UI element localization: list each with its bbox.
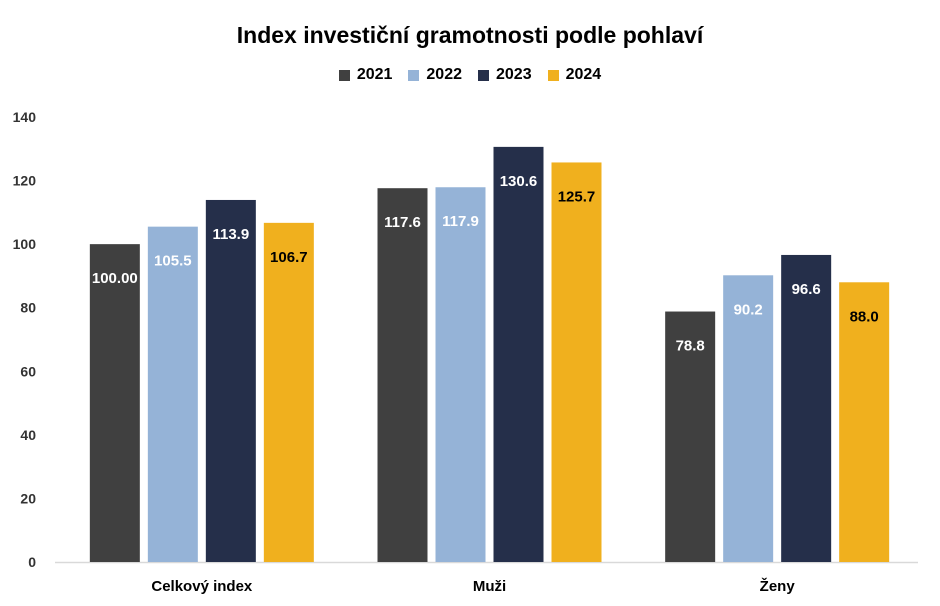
data-label-2024-2: 125.7	[558, 188, 596, 205]
y-tick-label-20: 20	[20, 490, 36, 506]
legend-label-2024: 2024	[565, 66, 602, 83]
bar-2023-3	[781, 254, 832, 562]
bar-2022-2	[435, 187, 486, 562]
data-label-2023-2: 130.6	[500, 173, 538, 190]
data-label-2023-3: 96.6	[792, 281, 821, 298]
bar-2021-3	[665, 311, 716, 562]
bar-2024-3	[839, 282, 890, 562]
bar-2024-1	[263, 222, 314, 562]
legend-item-2022: 2022	[408, 66, 462, 84]
y-tick-label-100: 100	[13, 236, 37, 252]
legend-label-2022: 2022	[426, 66, 462, 83]
y-tick-label-60: 60	[20, 363, 36, 379]
legend-item-2023: 2023	[478, 66, 532, 84]
legend-swatch-2023	[478, 69, 489, 81]
legend-item-2024: 2024	[547, 66, 602, 84]
y-tick-label-120: 120	[13, 173, 37, 189]
legend-label-2021: 2021	[356, 66, 393, 83]
legend-label-2023: 2023	[496, 66, 532, 83]
x-category-label-3: Ženy	[760, 577, 796, 595]
bar-2024-2	[551, 162, 602, 563]
data-label-2021-2: 117.6	[384, 214, 421, 231]
data-label-2021-1: 100.00	[92, 270, 138, 287]
bar-2022-1	[147, 226, 198, 563]
bar-2021-1	[89, 244, 140, 562]
bar-2022-3	[723, 275, 774, 562]
y-tick-label-0: 0	[28, 554, 36, 570]
data-label-2022-1: 105.5	[154, 253, 192, 270]
x-category-label-1: Celkový index	[151, 578, 253, 595]
data-label-2021-3: 78.8	[676, 338, 705, 355]
data-label-2022-2: 117.9	[442, 213, 479, 230]
bar-2023-2	[493, 146, 544, 562]
chart-title: Index investiční gramotnosti podle pohla…	[236, 22, 704, 48]
y-tick-label-140: 140	[13, 109, 37, 125]
data-label-2023-1: 113.9	[212, 226, 249, 243]
legend-swatch-2022	[408, 69, 420, 81]
legend: 2021 2022 2023 2024	[0, 66, 940, 84]
data-label-2022-3: 90.2	[734, 301, 763, 318]
data-label-2024-1: 106.7	[270, 249, 308, 266]
legend-swatch-2021	[338, 69, 350, 81]
bar-2021-2	[377, 188, 428, 562]
legend-item-2021: 2021	[338, 66, 393, 84]
bar-2023-1	[205, 199, 256, 563]
y-tick-label-40: 40	[20, 427, 36, 443]
x-category-label-2: Muži	[473, 578, 506, 595]
y-tick-label-80: 80	[20, 300, 36, 316]
legend-swatch-2024	[547, 69, 559, 81]
data-label-2024-3: 88.0	[850, 308, 879, 325]
